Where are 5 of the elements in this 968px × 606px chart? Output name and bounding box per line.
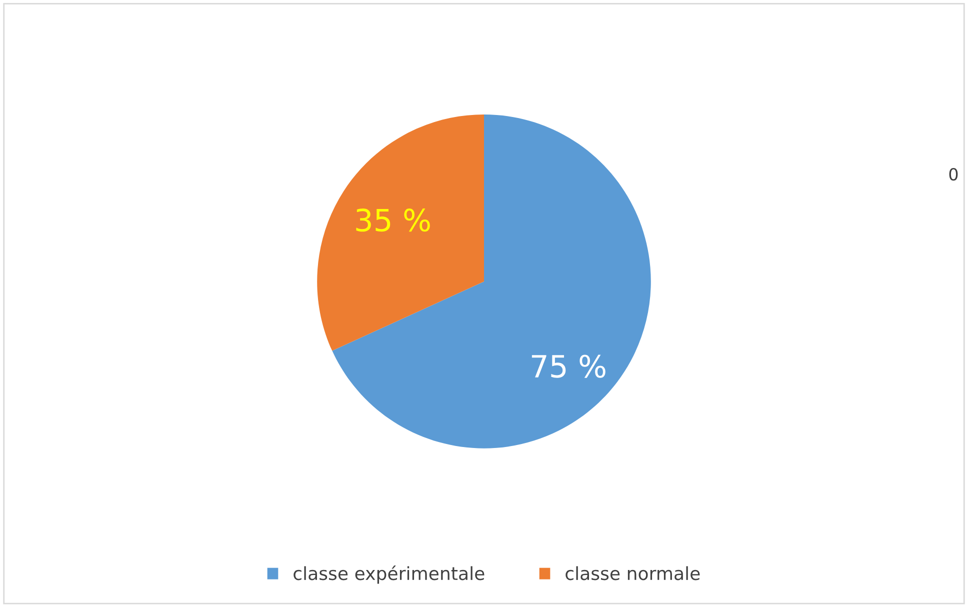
legend-label: classe expérimentale bbox=[294, 565, 484, 584]
data-label: 75 % bbox=[532, 354, 606, 378]
text: 0 bbox=[949, 168, 958, 181]
data-label: 35 % bbox=[356, 208, 430, 232]
legend-label: classe normale bbox=[566, 566, 700, 580]
